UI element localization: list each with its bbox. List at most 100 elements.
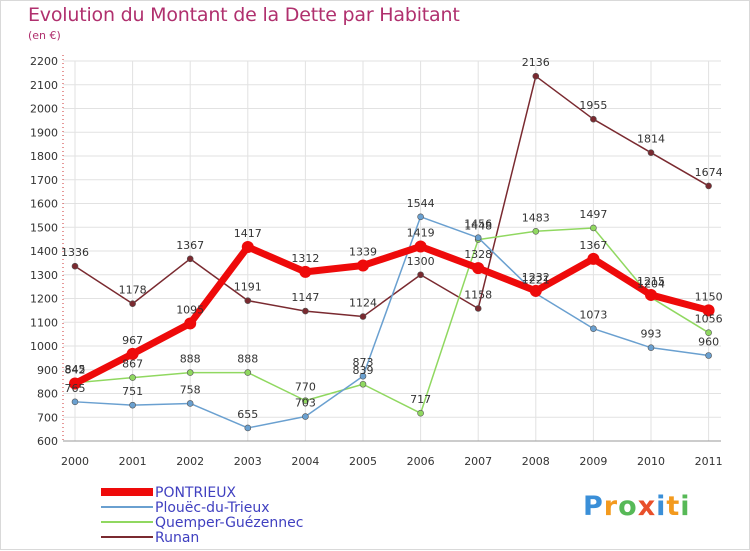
x-tick-label: 2004 [291,455,319,468]
data-point [647,149,655,156]
data-label: 873 [353,356,374,369]
x-tick-label: 2008 [522,455,550,468]
data-point [590,115,597,123]
proxiti-logo: Proxiti [583,491,691,522]
data-point [244,369,252,376]
data-point [590,224,597,232]
data-point [129,401,136,409]
x-tick-label: 2002 [176,455,204,468]
data-label: 1073 [579,309,607,322]
grid-layer [63,60,721,442]
data-label: 1544 [407,197,435,210]
data-label: 842 [65,364,86,377]
y-tick-label: 900 [37,364,58,377]
y-tick-label: 1300 [30,269,58,282]
data-point [705,182,712,190]
data-label: 1312 [291,252,319,265]
data-point [529,284,542,297]
data-label: 888 [237,353,258,366]
data-label: 1328 [464,248,492,261]
data-point [705,352,712,359]
logo-letter: x [637,491,657,522]
data-point [186,369,194,376]
data-point [357,259,369,272]
y-tick-label: 1100 [30,316,58,329]
x-tick-label: 2001 [119,455,147,468]
data-point [417,409,424,417]
x-tick-label: 2003 [234,455,262,468]
data-label-layer: 1336 1178 1367 1191 1147 1124 1300 1158 2136 1955… [61,56,723,421]
data-label: 1367 [579,239,607,252]
y-tick-label: 2100 [30,79,58,92]
logo-letter: i [656,491,667,522]
data-point [474,234,482,241]
data-label: 1221 [522,274,550,287]
series-line-1 [74,227,710,414]
y-tick-label: 600 [37,435,58,448]
logo-letter: i [680,491,691,522]
data-point [69,377,81,390]
data-label: 1300 [407,255,435,268]
data-point [71,262,79,270]
data-label: 2136 [522,56,550,69]
chart-subtitle: (en €) [28,29,61,42]
data-label: 993 [641,328,662,341]
data-point [702,304,715,317]
y-tick-label: 2000 [30,103,58,116]
x-tick-label: 2010 [637,455,665,468]
data-label: 1814 [637,133,665,146]
y-tick-label: 1500 [30,221,58,234]
legend-label: Quemper-Guézennec [155,515,303,531]
data-point [472,262,485,275]
data-point [184,317,197,330]
logo-letter: P [583,491,604,522]
data-point [302,397,309,404]
data-point [414,240,427,253]
data-label: 751 [122,385,143,398]
data-point [417,271,424,279]
data-label: 1367 [176,239,204,252]
data-point [645,288,657,301]
data-label: 1150 [695,290,723,303]
data-label: 655 [237,408,258,421]
axis-layer: 600 700 800 900 1000 1100 1200 1300 1400 1500 1600… [30,55,723,468]
data-label: 888 [180,353,201,366]
x-tick-label: 2011 [695,455,723,468]
data-label: 967 [122,334,143,347]
data-point [359,380,367,388]
data-point [474,305,482,312]
data-label: 867 [122,358,143,371]
data-label: 1497 [579,208,607,221]
data-label: 765 [65,382,86,395]
data-label: 1178 [119,284,147,297]
data-label: 1674 [695,166,723,179]
y-tick-label: 1200 [30,293,58,306]
data-point [241,240,254,253]
data-point [587,252,600,265]
data-point [647,344,655,351]
data-point [71,398,79,406]
data-label: 1232 [522,271,550,284]
data-point [532,72,540,80]
x-tick-label: 2000 [61,455,89,468]
data-label: 1191 [234,281,262,294]
data-label: 1448 [464,220,492,233]
legend-label: Plouëc-du-Trieux [155,500,270,516]
data-label: 1419 [407,226,435,239]
data-point [359,372,367,380]
y-tick-label: 800 [37,388,58,401]
data-label: 845 [65,363,86,376]
data-point [244,297,252,304]
data-label: 703 [295,397,316,410]
data-point [532,227,540,235]
legend: PONTRIEUXPlouëc-du-TrieuxQuemper-Guézenn… [101,485,303,546]
x-tick-label: 2006 [407,455,435,468]
legend-label: PONTRIEUX [155,485,236,501]
data-point [186,255,194,263]
data-point [129,300,136,308]
data-label: 1417 [234,227,262,240]
data-point [705,329,712,337]
data-label: 960 [698,336,719,349]
